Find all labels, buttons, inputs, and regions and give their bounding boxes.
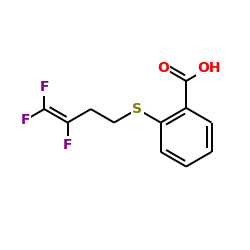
Text: F: F	[20, 113, 30, 127]
Text: O: O	[157, 60, 169, 74]
Text: OH: OH	[198, 60, 221, 74]
Text: F: F	[40, 80, 49, 94]
Text: S: S	[132, 102, 142, 116]
Text: F: F	[63, 138, 72, 151]
